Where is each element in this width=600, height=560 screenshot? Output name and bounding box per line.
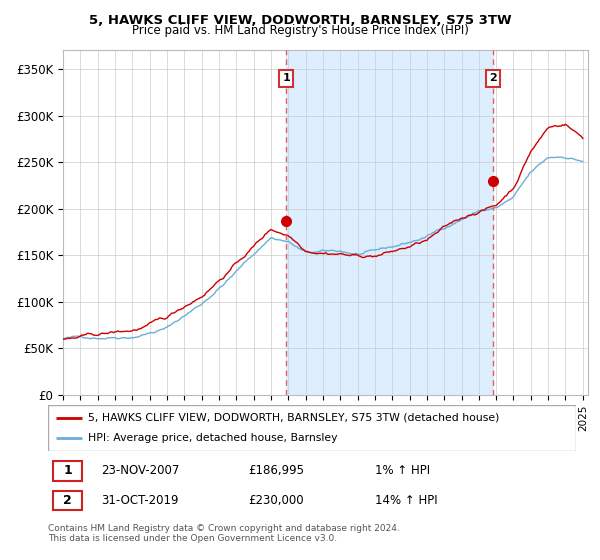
FancyBboxPatch shape <box>53 461 82 480</box>
Text: Price paid vs. HM Land Registry's House Price Index (HPI): Price paid vs. HM Land Registry's House … <box>131 24 469 37</box>
Text: Contains HM Land Registry data © Crown copyright and database right 2024.
This d: Contains HM Land Registry data © Crown c… <box>48 524 400 543</box>
Text: 1: 1 <box>64 464 72 478</box>
Text: 5, HAWKS CLIFF VIEW, DODWORTH, BARNSLEY, S75 3TW (detached house): 5, HAWKS CLIFF VIEW, DODWORTH, BARNSLEY,… <box>88 413 499 423</box>
Text: £186,995: £186,995 <box>248 464 305 478</box>
Text: 1: 1 <box>282 73 290 83</box>
Text: £230,000: £230,000 <box>248 494 304 507</box>
Text: 1% ↑ HPI: 1% ↑ HPI <box>376 464 430 478</box>
Text: 2: 2 <box>64 494 72 507</box>
Text: 14% ↑ HPI: 14% ↑ HPI <box>376 494 438 507</box>
Text: 23-NOV-2007: 23-NOV-2007 <box>101 464 179 478</box>
Bar <box>286 50 493 395</box>
Text: 5, HAWKS CLIFF VIEW, DODWORTH, BARNSLEY, S75 3TW: 5, HAWKS CLIFF VIEW, DODWORTH, BARNSLEY,… <box>89 14 511 27</box>
Text: HPI: Average price, detached house, Barnsley: HPI: Average price, detached house, Barn… <box>88 433 337 443</box>
Text: 31-OCT-2019: 31-OCT-2019 <box>101 494 178 507</box>
FancyBboxPatch shape <box>53 491 82 510</box>
Text: 2: 2 <box>490 73 497 83</box>
